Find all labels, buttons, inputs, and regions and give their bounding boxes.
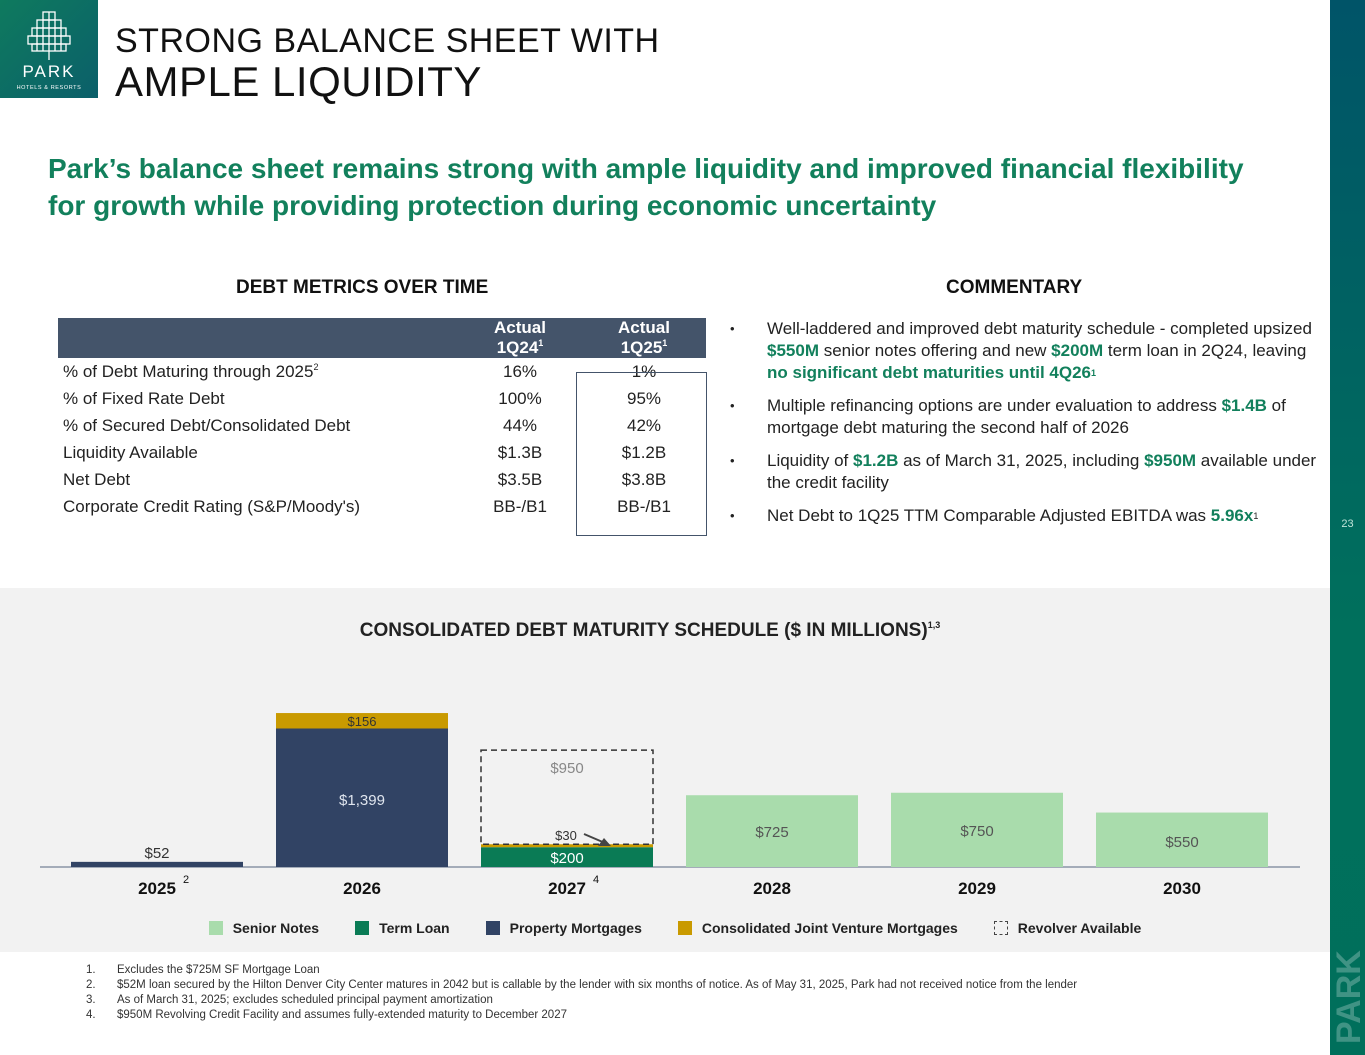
highlight-1q25-box [576,372,707,536]
footnote: 1. Excludes the $725M SF Mortgage Loan [86,964,320,976]
table-row: % of Secured Debt/Consolidated Debt 44% 42… [58,412,706,439]
commentary-heading: COMMENTARY [946,277,1083,298]
data-label: $550 [1165,834,1198,851]
park-logo: PARK HOTELS & RESORTS [0,0,98,98]
row-label: Liquidity Available [63,442,198,462]
row-label: Net Debt [63,469,131,489]
bar-property-mortgages [71,861,243,867]
value-1q24: 16% [502,361,538,381]
bar-consolidated-joint-venture-mortgages [276,713,448,729]
value-1q24: 44% [502,415,538,435]
bar-consolidated-joint-venture-mortgages [481,844,653,848]
chart-background [0,588,1330,952]
value-1q25: $1.2B [621,442,667,462]
data-label: $30 [555,828,577,843]
side-band [1330,0,1365,1055]
x-tick-label: 2025 [138,879,176,898]
x-tick-label: 2029 [958,879,996,898]
commentary-bullet: Multiple refinancing options are under e… [730,395,1320,439]
legend-item: Revolver Available [993,920,1141,936]
title-line-1: STRONG BALANCE SHEET WITH [115,22,660,60]
bar-revolver-available [480,749,654,845]
debt-metrics-heading: DEBT METRICS OVER TIME [236,277,489,298]
table-row: Net Debt $3.5B $3.8B [58,466,706,493]
value-1q25: 42% [626,415,662,435]
title-line-2: AMPLE LIQUIDITY [115,58,482,105]
row-label: % of Debt Maturing through 20252 [63,361,319,381]
footnote: 2. $52M loan secured by the Hilton Denver… [86,979,1078,991]
row-label: Corporate Credit Rating (S&P/Moody's) [63,496,361,516]
value-1q24: $1.3B [497,442,543,462]
table-row: Liquidity Available $1.3B $1.2B [58,439,706,466]
headline: Park’s balance sheet remains strong with… [48,153,1244,221]
logo-subtitle: HOTELS & RESORTS [16,85,82,91]
bar-senior-notes [686,795,858,867]
legend-swatch [208,921,223,935]
footnotes: 1. Excludes the $725M SF Mortgage Loan 2. $… [86,963,1077,1023]
data-label: $750 [960,823,993,840]
legend-item: Property Mortgages [485,920,642,936]
table-row: % of Fixed Rate Debt 100% 95% [58,385,706,412]
legend-swatch [993,921,1008,935]
value-1q25: 1% [631,361,657,381]
x-tick-label: 2026 [343,879,381,898]
footnote: 3. As of March 31, 2025; excludes schedul… [86,994,493,1006]
legend-swatch [485,921,500,935]
x-tick-sup: 2 [183,874,189,886]
chart-title: CONSOLIDATED DEBT MATURITY SCHEDULE ($ I… [359,620,941,641]
legend-swatch [677,921,692,935]
col-1q25: Actual 1Q251 [618,318,670,357]
page-number: 23 [1341,518,1354,530]
table-row: % of Debt Maturing through 20252 16% 1% [58,358,706,385]
row-label: % of Secured Debt/Consolidated Debt [63,415,351,435]
legend-item: Term Loan [355,920,450,936]
tree-logo-icon [27,11,71,60]
bar-term-loan [481,847,653,867]
commentary-list: Well-laddered and improved debt maturity… [730,318,1320,538]
debt-metrics-table: Actual 1Q241 Actual 1Q251 % of Debt Maturi… [58,318,706,520]
legend-swatch [355,921,370,935]
park-watermark: PARK [1330,950,1365,1045]
data-label: $725 [755,824,788,841]
value-1q25: 95% [626,388,662,408]
col-1q24: Actual 1Q241 [494,318,546,357]
legend-item: Consolidated Joint Venture Mortgages [677,920,958,936]
x-tick-sup: 4 [593,874,599,886]
debt-maturity-chart: 2025 2 2026 2027 4 2028 2029 2030 $52 $1,399 $156 $… [40,713,1300,898]
table-row: Corporate Credit Rating (S&P/Moody's) BB-… [58,493,706,520]
data-label: $156 [348,714,377,729]
logo-name: PARK [22,62,76,81]
x-tick-label: 2030 [1163,879,1201,898]
commentary-bullet: Well-laddered and improved debt maturity… [730,318,1320,384]
value-1q24: 100% [498,388,542,408]
value-1q24: $3.5B [497,469,543,489]
value-1q24: BB-/B1 [493,496,547,516]
footnote: 4. $950M Revolving Credit Facility and as… [86,1009,567,1021]
row-label: % of Fixed Rate Debt [63,388,225,408]
arrow-head-icon [598,838,611,846]
chart-legend: Senior Notes Term Loan Property Mortgages C… [0,920,1330,936]
bar-property-mortgages [276,728,448,867]
bar-senior-notes [1096,812,1268,867]
commentary-bullet: Net Debt to 1Q25 TTM Comparable Adjusted… [730,505,1320,527]
x-tick-label: 2028 [753,879,791,898]
bar-senior-notes [891,792,1063,867]
data-label: $1,399 [339,792,385,809]
value-1q25: BB-/B1 [617,496,671,516]
x-tick-label: 2027 [548,879,586,898]
data-label: $950 [550,760,583,777]
value-1q25: $3.8B [621,469,667,489]
data-label: $200 [550,850,583,867]
data-label: $52 [144,845,169,862]
table-header-row: Actual 1Q241 Actual 1Q251 [58,318,706,358]
commentary-bullet: Liquidity of $1.2B as of March 31, 2025,… [730,450,1320,494]
legend-item: Senior Notes [208,920,319,936]
